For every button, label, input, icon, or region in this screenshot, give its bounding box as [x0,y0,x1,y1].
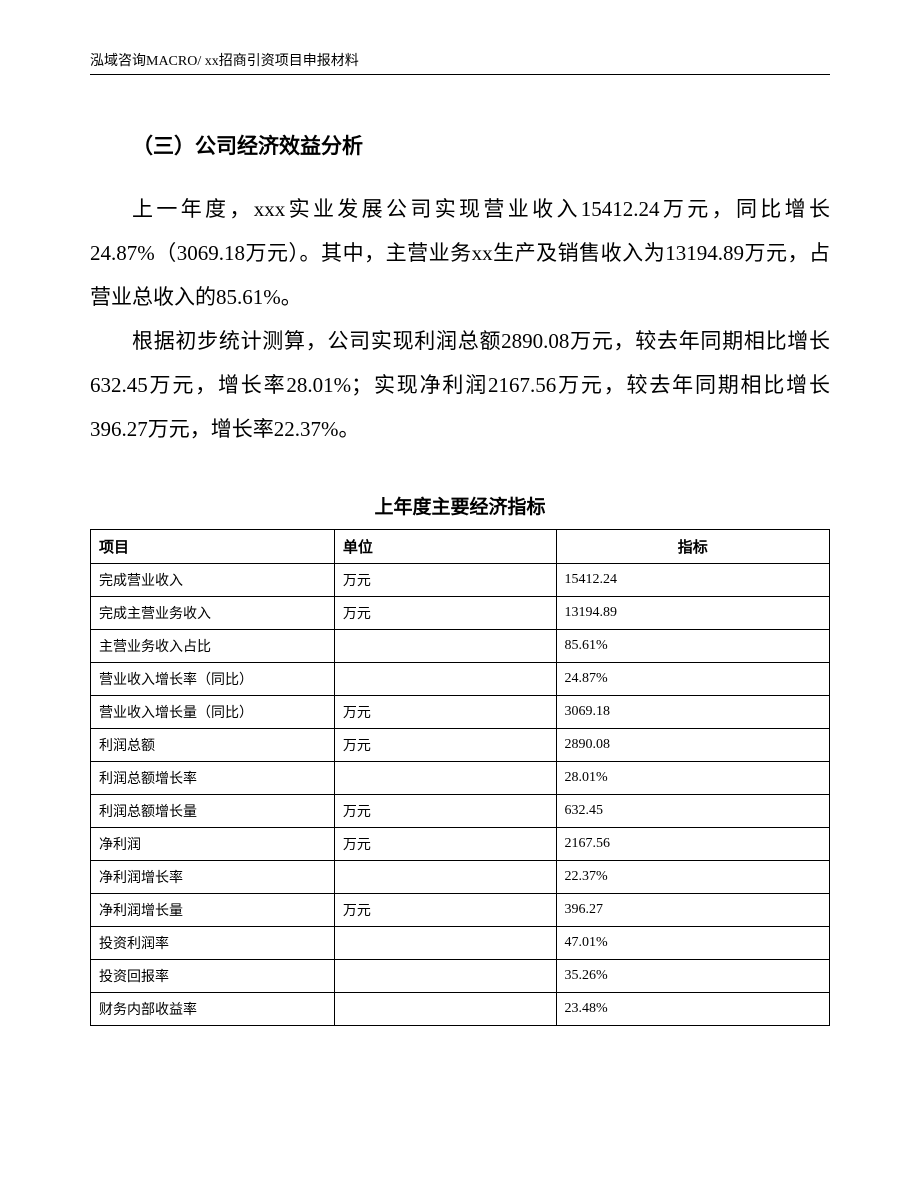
cell-unit [334,860,556,893]
cell-item: 净利润增长率 [91,860,335,893]
cell-unit: 万元 [334,827,556,860]
table-row: 利润总额增长率 28.01% [91,761,830,794]
cell-item: 完成主营业务收入 [91,596,335,629]
cell-value: 632.45 [556,794,829,827]
table-row: 利润总额万元2890.08 [91,728,830,761]
cell-unit [334,629,556,662]
cell-item: 净利润增长量 [91,893,335,926]
cell-value: 2167.56 [556,827,829,860]
cell-unit [334,992,556,1025]
table-row: 营业收入增长率（同比） 24.87% [91,662,830,695]
cell-item: 净利润 [91,827,335,860]
cell-value: 396.27 [556,893,829,926]
cell-item: 利润总额 [91,728,335,761]
cell-item: 营业收入增长率（同比） [91,662,335,695]
table-row: 完成营业收入万元15412.24 [91,563,830,596]
cell-unit [334,926,556,959]
paragraph-1: 上一年度，xxx实业发展公司实现营业收入15412.24万元，同比增长24.87… [90,187,830,319]
table-row: 投资回报率 35.26% [91,959,830,992]
cell-value: 24.87% [556,662,829,695]
header-value: 指标 [556,529,829,563]
cell-value: 22.37% [556,860,829,893]
cell-value: 35.26% [556,959,829,992]
table-header-row: 项目 单位 指标 [91,529,830,563]
cell-value: 13194.89 [556,596,829,629]
table-row: 财务内部收益率 23.48% [91,992,830,1025]
table-row: 营业收入增长量（同比）万元3069.18 [91,695,830,728]
cell-unit: 万元 [334,794,556,827]
cell-value: 2890.08 [556,728,829,761]
table-title: 上年度主要经济指标 [90,492,830,519]
table-row: 完成主营业务收入万元13194.89 [91,596,830,629]
cell-item: 主营业务收入占比 [91,629,335,662]
cell-unit [334,959,556,992]
cell-unit [334,662,556,695]
cell-unit: 万元 [334,695,556,728]
cell-value: 85.61% [556,629,829,662]
cell-item: 财务内部收益率 [91,992,335,1025]
table-row: 利润总额增长量万元632.45 [91,794,830,827]
cell-item: 营业收入增长量（同比） [91,695,335,728]
cell-value: 47.01% [556,926,829,959]
table-row: 主营业务收入占比 85.61% [91,629,830,662]
cell-unit: 万元 [334,728,556,761]
cell-item: 利润总额增长量 [91,794,335,827]
header-unit: 单位 [334,529,556,563]
cell-value: 23.48% [556,992,829,1025]
cell-value: 15412.24 [556,563,829,596]
cell-item: 完成营业收入 [91,563,335,596]
cell-unit: 万元 [334,563,556,596]
cell-value: 28.01% [556,761,829,794]
table-row: 净利润增长率 22.37% [91,860,830,893]
cell-item: 利润总额增长率 [91,761,335,794]
table-row: 投资利润率 47.01% [91,926,830,959]
cell-unit: 万元 [334,893,556,926]
cell-item: 投资回报率 [91,959,335,992]
table-row: 净利润万元2167.56 [91,827,830,860]
paragraph-2: 根据初步统计测算，公司实现利润总额2890.08万元，较去年同期相比增长632.… [90,319,830,451]
table-row: 净利润增长量万元396.27 [91,893,830,926]
table-body: 完成营业收入万元15412.24完成主营业务收入万元13194.89主营业务收入… [91,563,830,1025]
cell-item: 投资利润率 [91,926,335,959]
cell-unit: 万元 [334,596,556,629]
header-item: 项目 [91,529,335,563]
document-header: 泓域咨询MACRO/ xx招商引资项目申报材料 [90,50,830,75]
cell-value: 3069.18 [556,695,829,728]
section-heading: （三）公司经济效益分析 [90,125,830,167]
cell-unit [334,761,556,794]
economic-indicators-table: 项目 单位 指标 完成营业收入万元15412.24完成主营业务收入万元13194… [90,529,830,1026]
